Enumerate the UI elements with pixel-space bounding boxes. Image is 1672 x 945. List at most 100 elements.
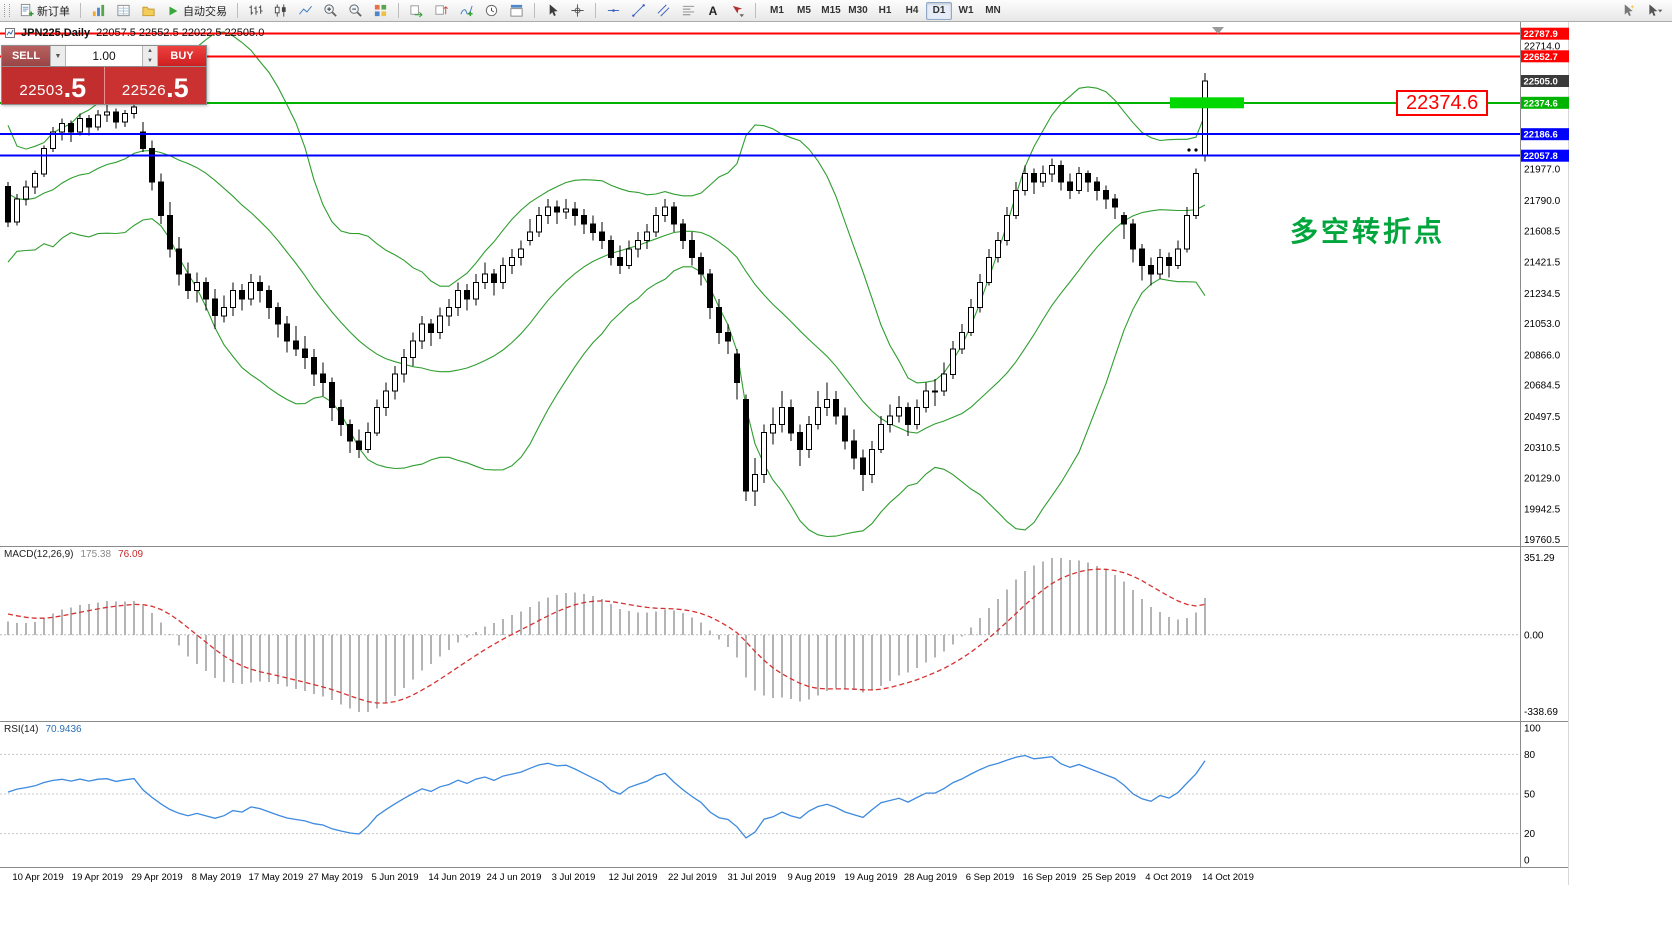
svg-text:20310.5: 20310.5 (1524, 443, 1561, 454)
svg-text:19 Aug 2019: 19 Aug 2019 (844, 872, 897, 883)
price-marker-box (1521, 50, 1569, 63)
bar-chart-type-button[interactable] (244, 1, 267, 21)
chart-shift-marker[interactable] (1212, 27, 1224, 34)
fibonacci-tool-button[interactable] (677, 1, 700, 21)
svg-text:24 J un 2019: 24 J un 2019 (487, 872, 542, 883)
data-window-button[interactable] (112, 1, 135, 21)
cursor-arrow-icon (549, 4, 558, 17)
sell-button[interactable]: SELL (2, 46, 50, 66)
svg-text:5 Jun 2019: 5 Jun 2019 (371, 872, 418, 883)
svg-text:21608.5: 21608.5 (1524, 226, 1561, 237)
svg-text:19760.5: 19760.5 (1524, 535, 1561, 546)
chart-svg[interactable]: 22787.9 22714.022652.7 22505.0 22374.6 22186… (0, 22, 1672, 945)
symbol-header: JPN225,Daily 22057.5 22552.5 22022.5 225… (5, 27, 264, 39)
level-price-callout[interactable]: 22374.6 (1396, 90, 1489, 116)
svg-text:17 May 2019: 17 May 2019 (249, 872, 304, 883)
text-tool-button[interactable]: A (702, 1, 724, 21)
line-chart-type-button[interactable] (294, 1, 317, 21)
svg-text:351.29: 351.29 (1524, 553, 1555, 564)
svg-text:16 Sep 2019: 16 Sep 2019 (1023, 872, 1077, 883)
timeframe-button-d1[interactable]: D1 (926, 1, 952, 20)
trendline-tool-button[interactable] (627, 1, 650, 21)
svg-text:29 Apr 2019: 29 Apr 2019 (131, 872, 182, 883)
auto-scroll-button[interactable] (405, 1, 428, 21)
crosshair-icon (571, 4, 584, 17)
svg-text:22 Jul 2019: 22 Jul 2019 (668, 872, 717, 883)
trade-panel-controls: SELL ▼ ▲ ▼ BUY (2, 46, 206, 67)
volume-input[interactable] (65, 46, 142, 66)
timeframe-button-m30[interactable]: M30 (845, 2, 871, 20)
svg-text:22787.9: 22787.9 (1524, 29, 1558, 40)
toolbar-grip[interactable] (4, 4, 10, 17)
annotation-note: 多空转折点 (1290, 216, 1446, 247)
svg-text:0: 0 (1524, 856, 1530, 867)
macd-panel: 351.29 0.00 -338.69 (0, 553, 1558, 718)
symbol-chart-icon (5, 28, 15, 38)
auto-trading-button[interactable]: 自动交易 (162, 1, 231, 21)
price-marker-box (1521, 27, 1569, 40)
buy-price-display[interactable]: 22526.5 (104, 67, 206, 104)
navigator-button[interactable] (137, 1, 160, 21)
indicators-button[interactable] (455, 1, 478, 21)
arrow-object-icon (732, 5, 745, 18)
timeframe-group: M1 M5 M15 M30 H1 H4 D1 W1 MN (764, 1, 1006, 20)
svg-text:22505.0: 22505.0 (1524, 76, 1558, 87)
crosshair-tool-button[interactable] (566, 1, 589, 21)
buy-button[interactable]: BUY (158, 46, 206, 66)
zoom-in-button[interactable] (319, 1, 342, 21)
svg-text:4 Oct 2019: 4 Oct 2019 (1145, 872, 1191, 883)
main-chart-panel (0, 27, 1520, 538)
price-marker-box (1521, 149, 1569, 162)
timeframe-button-h1[interactable]: H1 (872, 2, 898, 20)
toolbar-separator (398, 3, 399, 18)
market-watch-button[interactable] (87, 1, 110, 21)
toolbar-separator (595, 3, 596, 18)
auto-trading-play-icon (169, 6, 178, 15)
timeframe-button-m1[interactable]: M1 (764, 2, 790, 20)
templates-button[interactable] (505, 1, 528, 21)
thick-level-segment[interactable] (1170, 97, 1244, 109)
channel-tool-button[interactable] (652, 1, 675, 21)
toolbar-customize-button[interactable] (1642, 1, 1668, 21)
chart-shift-button[interactable] (430, 1, 453, 21)
zoom-out-button[interactable] (344, 1, 367, 21)
new-order-button[interactable]: 新订单 (15, 1, 74, 21)
sell-price-display[interactable]: 22503.5 (2, 67, 105, 104)
svg-text:10 Apr 2019: 10 Apr 2019 (12, 872, 63, 883)
pointer-tool-button[interactable] (1617, 1, 1640, 21)
main-toolbar: 新订单 自动交易 A M1 M5 M15 M30 H1 H4 D1 W1 MN (0, 0, 1672, 22)
tile-windows-button[interactable] (369, 1, 392, 21)
navigator-folder-icon (142, 6, 155, 17)
horizontal-line-tool-button[interactable] (602, 1, 625, 21)
volume-decrease-button[interactable]: ▼ (143, 56, 157, 66)
timeframe-button-mn[interactable]: MN (980, 2, 1006, 20)
panel-borders (0, 22, 1569, 885)
timeframe-button-w1[interactable]: W1 (953, 2, 979, 20)
time-axis[interactable]: 10 Apr 2019 19 Apr 2019 29 Apr 2019 8 May 2… (12, 872, 1254, 883)
sell-price-main: 22503 (19, 82, 64, 100)
macd-signal-value: 76.09 (118, 549, 144, 560)
svg-text:20: 20 (1524, 829, 1536, 840)
timeframe-button-h4[interactable]: H4 (899, 2, 925, 20)
rsi-panel: 100 80 50 20 0 (0, 724, 1541, 867)
volume-increase-button[interactable]: ▲ (143, 46, 157, 56)
timeframe-button-m5[interactable]: M5 (791, 2, 817, 20)
market-watch-icon (92, 4, 105, 17)
horizontal-line-objects (0, 32, 1520, 157)
arrows-tool-button[interactable] (726, 1, 749, 21)
volume-dropdown-button[interactable]: ▼ (50, 46, 65, 66)
price-scale[interactable]: 22787.9 22714.022652.7 22505.0 22374.6 22186… (1521, 27, 1569, 546)
rsi-value: 70.9436 (45, 724, 82, 735)
svg-text:22374.6: 22374.6 (1524, 98, 1558, 109)
chart-shift-icon (435, 5, 448, 15)
svg-text:31 Jul 2019: 31 Jul 2019 (727, 872, 776, 883)
svg-text:21053.0: 21053.0 (1524, 319, 1561, 330)
candlestick-type-button[interactable] (269, 1, 292, 21)
svg-text:21977.0: 21977.0 (1524, 165, 1561, 176)
periods-button[interactable] (480, 1, 503, 21)
trade-panel-prices: 22503.5 22526.5 (2, 67, 206, 104)
cursor-tool-button[interactable] (541, 1, 564, 21)
timeframe-button-m15[interactable]: M15 (818, 2, 844, 20)
sell-price-frac: .5 (63, 72, 87, 103)
macd-signal-line (7, 568, 1206, 704)
